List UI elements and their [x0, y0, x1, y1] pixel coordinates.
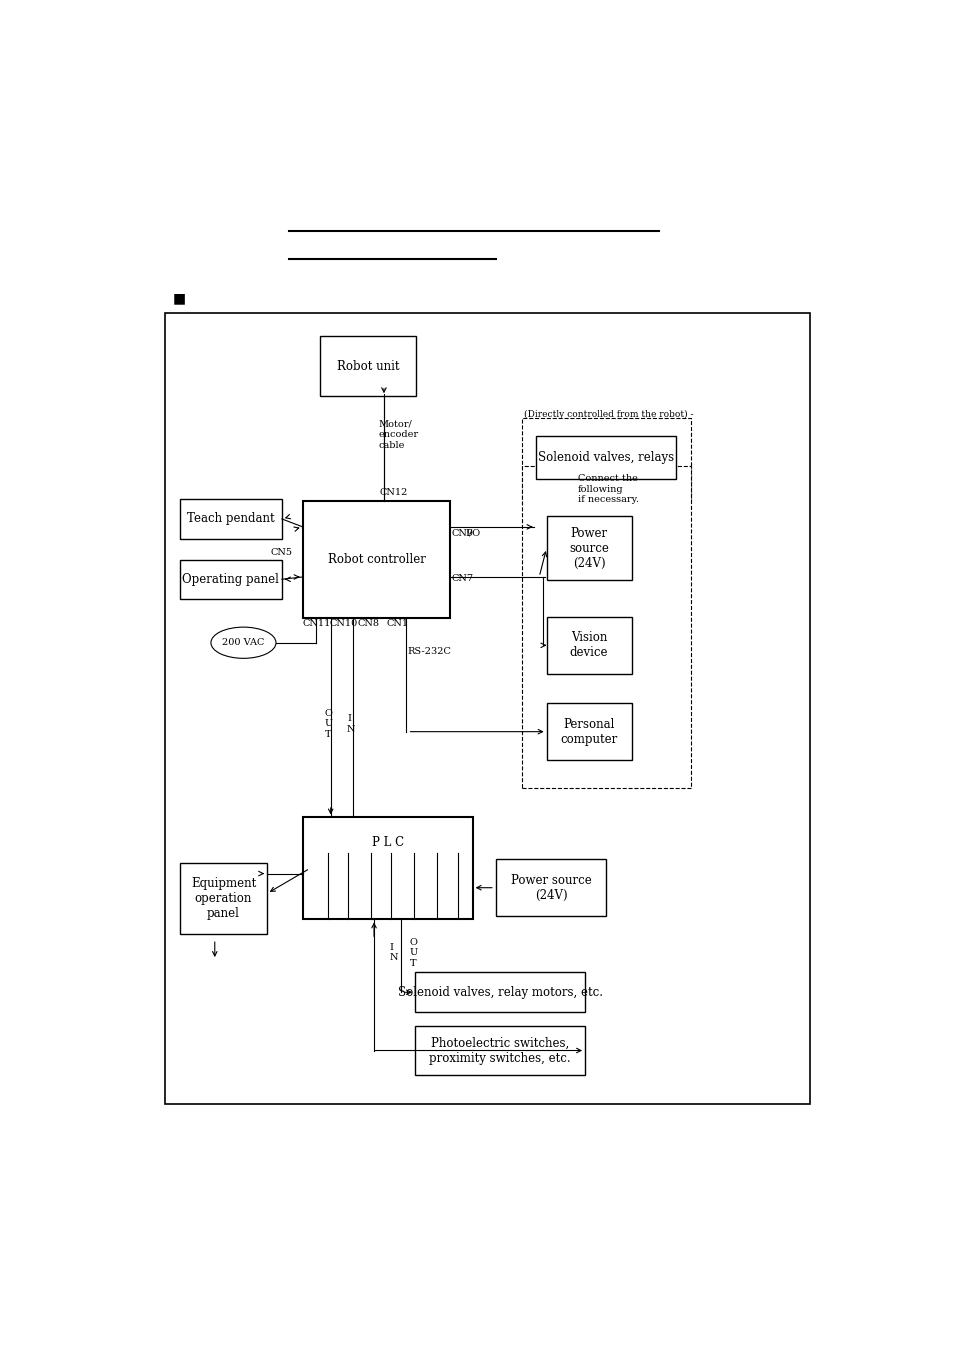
Bar	[546, 616, 631, 674]
Text: Robot controller: Robot controller	[327, 553, 425, 566]
Text: RS-232C: RS-232C	[407, 647, 451, 655]
Text: CN10: CN10	[330, 620, 357, 628]
Bar	[165, 313, 809, 1104]
Text: O
U
T: O U T	[324, 709, 333, 739]
Bar	[521, 417, 690, 504]
Bar	[415, 1025, 584, 1075]
Text: Vision
device: Vision device	[569, 631, 608, 659]
Text: O
U
T: O U T	[410, 938, 417, 967]
Bar	[180, 559, 282, 598]
Bar	[302, 501, 450, 617]
Text: Solenoid valves, relay motors, etc.: Solenoid valves, relay motors, etc.	[397, 986, 602, 998]
Text: 200 VAC: 200 VAC	[222, 638, 264, 647]
Text: Teach pendant: Teach pendant	[187, 512, 274, 526]
Text: P L C: P L C	[371, 836, 403, 850]
Ellipse shape	[211, 627, 275, 658]
Text: CN9: CN9	[452, 530, 474, 538]
Bar	[415, 973, 584, 1012]
Bar	[180, 499, 282, 539]
Text: Robot unit: Robot unit	[336, 359, 399, 373]
Text: I
N: I N	[389, 943, 397, 962]
Text: Personal
computer: Personal computer	[560, 717, 618, 746]
Bar	[302, 817, 472, 920]
Text: Power
source
(24V): Power source (24V)	[569, 527, 608, 570]
Text: ■: ■	[173, 292, 186, 305]
Text: Equipment
operation
panel: Equipment operation panel	[191, 877, 255, 920]
Text: Connect the
following
if necessary.: Connect the following if necessary.	[577, 474, 638, 504]
Bar	[180, 863, 267, 934]
Text: Solenoid valves, relays: Solenoid valves, relays	[537, 451, 673, 463]
Text: Photoelectric switches,
proximity switches, etc.: Photoelectric switches, proximity switch…	[429, 1036, 570, 1065]
Text: CN8: CN8	[357, 620, 379, 628]
Bar	[521, 466, 690, 789]
Bar	[320, 336, 416, 396]
Text: CN11: CN11	[302, 620, 331, 628]
Bar	[496, 859, 605, 916]
Text: CN5: CN5	[271, 547, 293, 557]
Text: I
N: I N	[347, 715, 355, 734]
Bar	[535, 436, 676, 480]
Text: CN7: CN7	[452, 574, 474, 582]
Text: (Directly controlled from the robot) -: (Directly controlled from the robot) -	[524, 411, 693, 419]
Text: Power source
(24V): Power source (24V)	[510, 874, 591, 901]
Text: Operating panel: Operating panel	[182, 573, 279, 586]
Text: CN12: CN12	[379, 489, 408, 497]
Bar	[546, 703, 631, 761]
Bar	[546, 516, 631, 581]
Text: CN1: CN1	[387, 620, 409, 628]
Text: Motor/
encoder
cable: Motor/ encoder cable	[377, 420, 417, 450]
Text: I/O: I/O	[465, 530, 480, 538]
